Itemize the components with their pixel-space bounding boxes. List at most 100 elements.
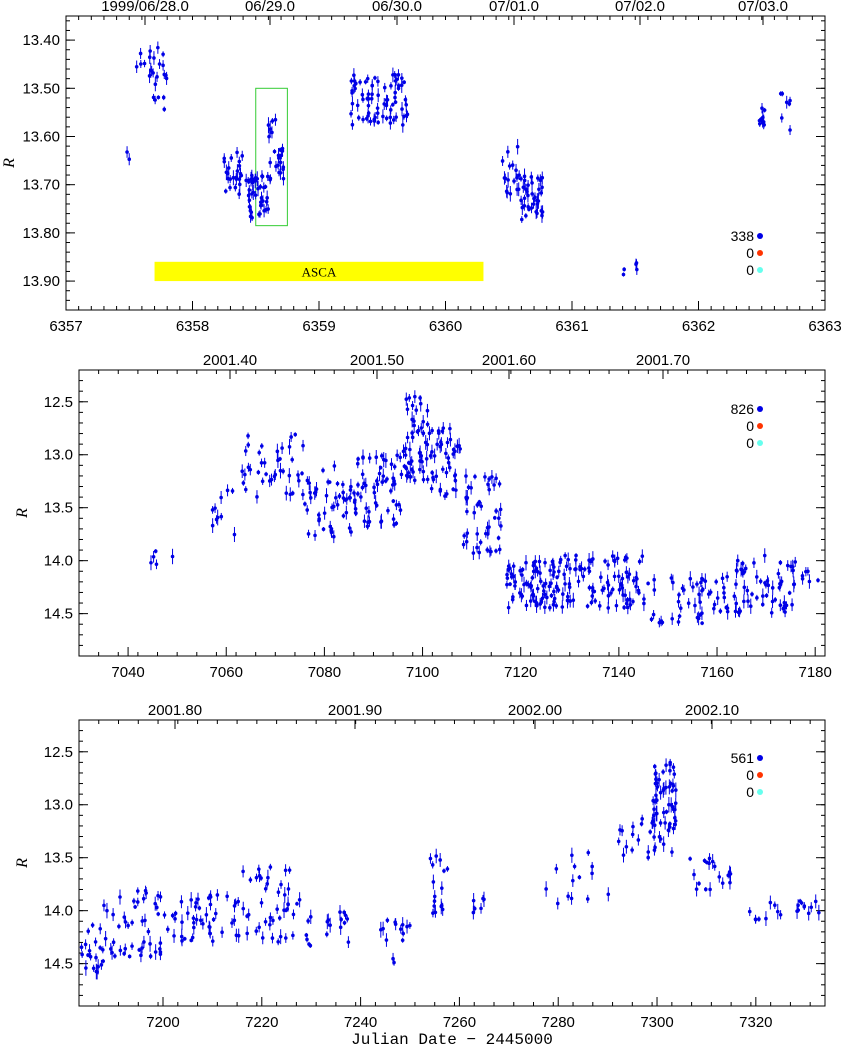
data-point [158, 895, 163, 899]
data-point [153, 901, 158, 906]
data-point [133, 905, 137, 909]
data-point [342, 921, 347, 925]
x-tick-label: 6363 [808, 318, 841, 335]
data-point [652, 848, 657, 852]
data-point [232, 918, 237, 923]
data-point [90, 923, 95, 927]
data-point [465, 531, 470, 535]
data-point [745, 588, 750, 593]
data-point [807, 579, 812, 584]
data-point [272, 149, 277, 154]
data-point [425, 408, 430, 413]
data-point [135, 900, 140, 904]
top-date-label: 07/03.0 [738, 0, 788, 15]
data-point [328, 923, 332, 927]
data-point [350, 122, 355, 127]
data-point [658, 790, 663, 795]
data-point [321, 527, 326, 532]
data-point [483, 475, 487, 479]
data-point [509, 575, 514, 579]
x-tick-label: 7060 [210, 664, 243, 681]
data-point [280, 149, 285, 153]
data-point [519, 217, 524, 222]
data-point [219, 514, 224, 519]
data-point [552, 589, 556, 594]
data-point [624, 570, 629, 575]
y-tick-label: 14.5 [44, 956, 73, 973]
data-point [374, 455, 379, 460]
data-point [431, 911, 435, 915]
data-point [612, 574, 617, 579]
data-point [770, 586, 775, 590]
data-point [569, 896, 574, 901]
data-point [235, 169, 240, 173]
data-point [232, 532, 237, 537]
y-tick-label: 14.5 [44, 606, 73, 623]
data-point [464, 474, 468, 478]
data-point [427, 431, 432, 436]
data-point [555, 575, 559, 580]
panel-2: 7040 7060 7080 7100 7120 7140 7160 7180 12.5 13.0… [14, 352, 832, 681]
x-tick-label: 6361 [555, 318, 588, 335]
data-point [726, 873, 731, 878]
data-point [616, 839, 621, 844]
data-point [526, 582, 531, 587]
legend-count: 0 [746, 435, 754, 451]
data-point [352, 500, 357, 504]
data-point [361, 455, 365, 459]
y-axis-label: R [1, 158, 18, 169]
data-point [694, 887, 699, 891]
data-point [417, 451, 422, 455]
data-point [661, 770, 665, 774]
data-point [758, 579, 763, 584]
x-tick-label: 6360 [429, 318, 462, 335]
data-point [778, 603, 783, 608]
data-point [153, 950, 158, 954]
data-point [190, 935, 195, 940]
data-point [497, 547, 502, 552]
data-point [334, 495, 338, 500]
data-point [614, 603, 619, 608]
data-point [778, 91, 783, 96]
data-point [193, 904, 198, 909]
data-point [391, 476, 395, 481]
x-tick-label: 6362 [682, 318, 715, 335]
data-point [540, 185, 544, 190]
legend-count: 0 [746, 418, 754, 434]
data-point [472, 906, 477, 911]
data-point [557, 569, 561, 574]
data-point [404, 397, 409, 401]
data-point [123, 920, 128, 924]
data-point [464, 539, 469, 544]
data-point [506, 605, 511, 610]
data-point [531, 593, 536, 598]
data-point [259, 876, 263, 880]
legend-marker [757, 423, 763, 429]
data-point [502, 176, 507, 180]
data-point [325, 919, 330, 924]
data-point [486, 532, 490, 536]
data-point [111, 940, 116, 944]
data-point [627, 572, 632, 577]
data-point [717, 875, 722, 879]
data-point [345, 917, 350, 921]
data-point [700, 621, 704, 625]
data-point [725, 574, 729, 579]
data-point [413, 394, 417, 399]
data-point [391, 499, 396, 503]
data-point [628, 602, 633, 607]
data-point [402, 80, 406, 85]
top-date-label: 1999/06/28.0 [101, 0, 189, 15]
data-point [230, 921, 234, 925]
data-point [587, 569, 592, 574]
data-point [275, 449, 280, 454]
data-point [393, 90, 397, 95]
data-point [352, 79, 357, 83]
data-point [517, 173, 521, 177]
data-point [652, 823, 657, 827]
data-point [515, 175, 519, 180]
data-point [412, 478, 417, 483]
data-point [341, 496, 346, 500]
data-point [535, 586, 540, 591]
data-point [210, 508, 215, 512]
